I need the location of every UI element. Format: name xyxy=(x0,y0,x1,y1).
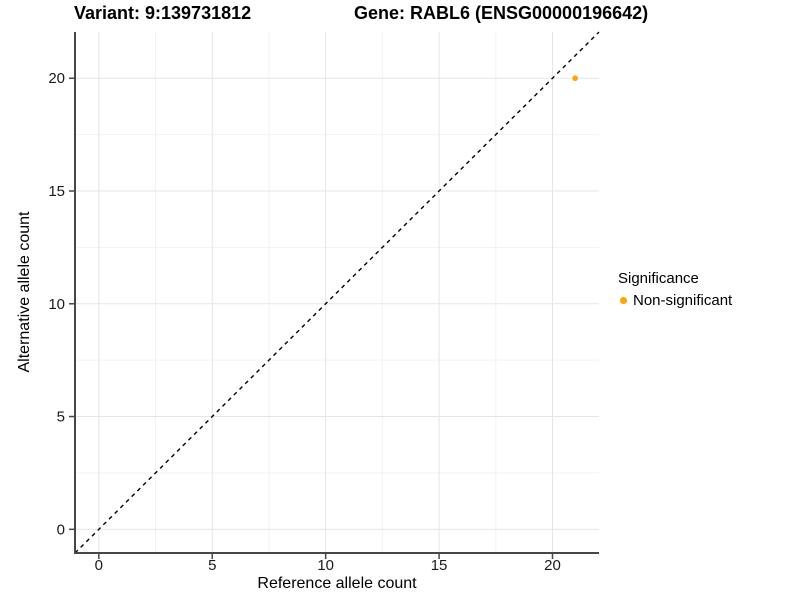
x-tick-label: 20 xyxy=(544,557,561,574)
x-tick-label: 10 xyxy=(317,557,334,574)
y-tick-label: 10 xyxy=(48,296,65,313)
legend-item-non-significant: Non-significant xyxy=(618,292,732,309)
y-tick-label: 20 xyxy=(48,70,65,87)
plot-title-variant: Variant: 9:139731812 xyxy=(74,3,252,23)
x-axis-title: Reference allele count xyxy=(257,575,417,592)
y-tick-label: 5 xyxy=(57,409,65,426)
legend-title: Significance xyxy=(618,270,699,287)
y-tick-label: 0 xyxy=(57,521,65,538)
x-tick-label: 0 xyxy=(95,557,103,574)
plot-title-gene: Gene: RABL6 (ENSG00000196642) xyxy=(354,3,649,23)
legend-point-icon xyxy=(620,297,627,304)
identity-dashed-line xyxy=(74,31,600,554)
y-axis-title: Alternative allele count xyxy=(16,211,33,373)
legend: Significance Non-significant xyxy=(618,270,732,309)
x-tick-label: 5 xyxy=(208,557,216,574)
x-tick-label: 15 xyxy=(431,557,448,574)
y-tick-label: 15 xyxy=(48,183,65,200)
legend-item-label: Non-significant xyxy=(633,292,733,309)
data-point xyxy=(572,75,578,82)
